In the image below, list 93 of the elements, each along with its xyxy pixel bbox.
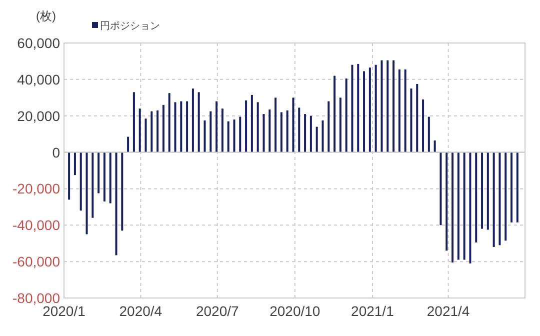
bar [292,98,294,152]
y-tick-label: 0 [52,144,60,160]
bar [86,152,88,234]
x-tick-label: 2020/4 [119,303,162,319]
bar [286,110,288,152]
bar [422,99,424,152]
bar [398,69,400,152]
bar [74,152,76,176]
y-tick-label: 60,000 [17,35,60,51]
bar [316,126,318,152]
y-tick-label: -40,000 [12,217,60,234]
bar [457,152,460,260]
bar [156,110,159,152]
x-tick-label: 2021/1 [351,303,394,319]
bar [492,152,495,247]
bar [322,120,324,152]
bar [68,152,70,200]
bar [392,60,395,152]
bar [351,64,354,152]
x-tick-label: 2020/10 [270,303,320,319]
bar [416,84,418,152]
bar [368,68,371,152]
bar [440,152,442,226]
bar [374,64,377,152]
y-axis-title: (枚) [36,9,56,23]
bar [138,108,141,152]
bar [80,152,82,211]
bar [380,60,383,152]
bar [516,152,518,222]
bar [345,78,348,152]
bar [186,101,188,152]
bar [127,136,130,152]
bar [280,112,282,152]
bar [150,111,153,152]
bar [221,108,224,152]
bar [168,93,170,152]
bar [498,152,501,246]
bar [233,120,236,152]
bar [115,152,118,256]
bar [475,152,478,242]
bar [239,116,242,152]
bar [510,152,513,222]
bar [121,152,124,231]
bar [363,71,366,152]
bar [98,152,100,194]
bar [245,100,248,152]
bar [304,114,306,152]
bar [386,60,389,152]
legend-label: 円ポジション [100,21,160,32]
bar [174,102,176,152]
x-tick-label: 2021/4 [426,303,470,319]
bar [92,152,94,218]
bar [481,152,484,229]
bar [250,94,253,152]
y-tick-label: 40,000 [17,71,60,88]
x-tick-label: 2020/1 [42,303,86,319]
bar [452,152,454,262]
x-tick-label: 2020/7 [196,303,240,319]
y-tick-label: -80,000 [12,290,60,306]
bar [180,101,182,152]
bar [210,111,212,152]
y-tick-label: -60,000 [12,254,60,270]
bar [256,102,259,152]
bar [262,114,265,152]
y-tick-label: 20,000 [17,108,60,124]
bar [334,76,336,152]
bar [103,152,106,202]
bar [504,152,507,241]
bar [192,88,194,152]
bar [227,121,230,152]
bar [162,104,164,152]
bar [404,69,406,152]
bar [463,152,466,260]
bar [310,116,312,152]
bar [486,152,489,230]
bar [428,116,430,152]
bar [410,88,412,152]
bar [298,108,300,152]
bar [109,152,112,204]
bar [328,101,330,152]
bar [274,98,277,152]
bar [434,140,436,152]
bar [216,101,218,152]
bar [268,109,271,152]
bar [132,92,135,152]
bar [357,64,360,152]
y-tick-label: -20,000 [12,180,60,197]
bar [198,92,200,152]
bar [339,98,342,152]
bar [204,120,206,152]
bar [446,152,448,251]
bar [469,152,472,264]
bar [144,118,147,152]
